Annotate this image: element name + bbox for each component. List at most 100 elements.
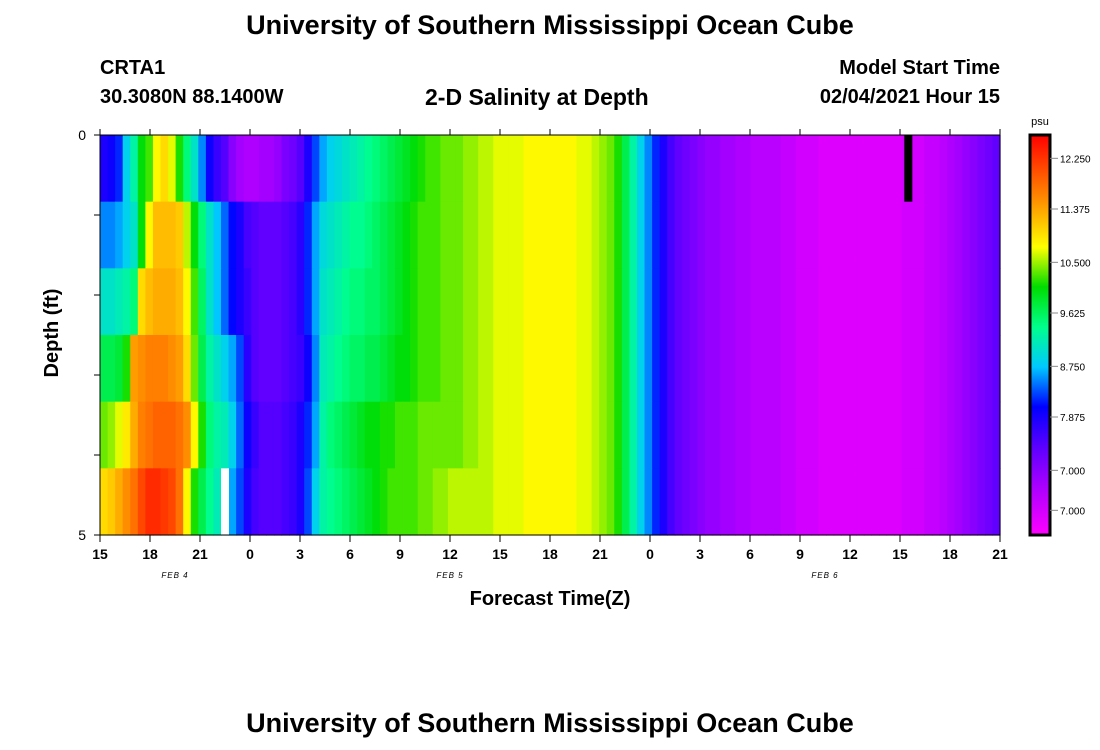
heatmap-cell [334,335,343,403]
heatmap-cell [289,401,298,469]
heatmap-cell [258,268,267,336]
heatmap-cell [213,201,222,269]
heatmap-cell [848,268,857,336]
heatmap-cell [417,201,426,269]
heatmap-cell [523,135,532,203]
heatmap-cell [810,268,820,336]
heatmap-cell [606,268,615,336]
heatmap-cell [281,201,290,269]
heatmap-cell [636,468,646,536]
heatmap-cell [591,201,600,269]
station-coordinates: 30.3080N 88.1400W [100,86,284,108]
heatmap-cell [357,268,366,336]
heatmap-cell [788,335,797,403]
heatmap-cell [546,335,555,403]
heatmap-cell [924,268,933,336]
heatmap-cell [810,468,820,536]
heatmap-markers [221,135,913,535]
heatmap-cell [591,335,600,403]
heatmap-cell [213,135,222,203]
heatmap-cell [901,201,910,269]
heatmap-cell [364,335,373,403]
heatmap-cell [342,135,351,203]
heatmap-cell [742,335,752,403]
heatmap-cell [969,468,978,536]
heatmap-cell [652,401,661,469]
heatmap-cell [183,468,192,536]
heatmap-cell [606,135,615,203]
heatmap-cell [107,468,116,536]
heatmap-cell [190,468,199,536]
heatmap-cell [447,335,457,403]
heatmap-cell [546,201,555,269]
heatmap-cell [531,135,540,203]
heatmap-cell [236,468,245,536]
heatmap-cell [644,201,653,269]
heatmap-cell [871,201,880,269]
heatmap-cell [614,135,623,203]
heatmap-cell [152,335,162,403]
heatmap-cell [871,135,880,203]
x-tick-label: 15 [92,546,108,562]
heatmap-cell [674,135,683,203]
heatmap-cell [697,468,706,536]
heatmap-cell [470,468,479,536]
heatmap-cell [901,468,910,536]
heatmap-cell [531,335,540,403]
heatmap-cell [523,335,532,403]
heatmap-cell [621,401,631,469]
heatmap-cell [841,468,850,536]
heatmap-cell [349,401,358,469]
heatmap-cell [515,201,525,269]
heatmap-cell [599,135,608,203]
heatmap-cell [947,468,956,536]
heatmap-cell [886,468,895,536]
heatmap-cell [485,268,494,336]
heatmap-cell [160,468,169,536]
heatmap-cell [130,201,139,269]
heatmap-cell [152,268,162,336]
heatmap-cell [379,268,388,336]
heatmap-cell [205,401,215,469]
heatmap-cell [213,335,222,403]
heatmap-cell [939,401,948,469]
heatmap-cell [243,401,252,469]
heatmap-cell [349,335,358,403]
heatmap-cell [372,401,381,469]
heatmap-cell [576,468,585,536]
heatmap-cell [599,401,608,469]
heatmap-cell [432,335,441,403]
heatmap-cell [659,401,668,469]
heatmap-cell [606,468,615,536]
heatmap-cell [788,401,797,469]
heatmap-cell [432,268,441,336]
model-start-value: 02/04/2021 Hour 15 [819,86,1000,108]
heatmap-cell [319,335,328,403]
heatmap-cell [803,135,812,203]
heatmap-cell [803,468,812,536]
heatmap-cell [463,135,472,203]
heatmap-cell [304,401,313,469]
heatmap-cell [168,468,177,536]
heatmap-cell [720,468,729,536]
heatmap-cell [818,401,827,469]
heatmap-cell [160,201,169,269]
x-tick-label: 9 [796,546,804,562]
heatmap-cell [508,135,517,203]
heatmap-cell [863,335,873,403]
heatmap-cell [311,468,320,536]
heatmap-cell [803,401,812,469]
heatmap-cell [833,335,842,403]
heatmap-cell [493,268,502,336]
heatmap-cell [160,335,169,403]
heatmap-cell [962,468,971,536]
heatmap-cell [712,201,721,269]
heatmap-cell [281,468,290,536]
heatmap-cell [818,268,827,336]
heatmap-cell [644,401,653,469]
heatmap-cell [357,401,366,469]
heatmap-cell [924,201,933,269]
heatmap-cell [523,268,532,336]
heatmap-cell [137,335,146,403]
heatmap-cell [410,335,419,403]
